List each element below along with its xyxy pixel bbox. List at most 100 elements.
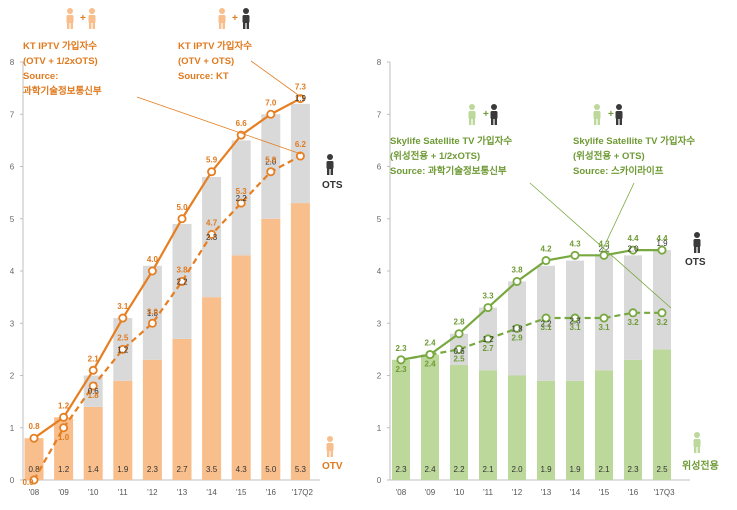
kt-line-point <box>207 167 217 177</box>
person-green-icon-head <box>594 104 600 110</box>
sat-y-tick-label: 4 <box>377 267 382 276</box>
kt-solid-value-label: 2.1 <box>88 354 100 363</box>
sat-ots-value-label: 1.2 <box>482 335 494 344</box>
sat-x-tick-label: '12 <box>512 488 523 497</box>
kt-x-tick-label: '15 <box>236 488 247 497</box>
kt-bar-value-label: 1.2 <box>58 465 70 474</box>
sat-solid-line <box>400 249 662 361</box>
person-dark-icon-body <box>490 111 498 119</box>
kt-y-tick-label: 7 <box>10 110 15 119</box>
kt-bar-otv <box>202 297 222 480</box>
sat-bar-value-label: 1.9 <box>540 465 552 474</box>
sat-line-point <box>454 329 464 339</box>
kt-line-point <box>29 475 39 485</box>
kt-annotation-1-line: KT IPTV 가입자수 <box>23 40 97 52</box>
kt-ots-value-label: 1.8 <box>147 309 159 318</box>
person-orange-icon-leg <box>330 450 333 457</box>
kt-bar-value-label: 0.8 <box>28 465 40 474</box>
kt-bar-ots <box>83 375 103 407</box>
kt-x-tick-label: '16 <box>266 488 277 497</box>
person-green-icon <box>468 104 476 125</box>
person-dark-icon-leg <box>491 118 494 125</box>
sat-dashed-value-label: 2.7 <box>482 344 494 353</box>
person-green-icon-leg <box>597 118 600 125</box>
sat-bar-위성전용 <box>566 380 584 480</box>
person-green-icon-leg <box>469 118 472 125</box>
kt-solid-value-label: 5.0 <box>176 203 188 212</box>
sat-solid-value-label: 3.3 <box>482 292 494 301</box>
kt-ots-value-label: 2.0 <box>265 157 277 166</box>
sat-bar-위성전용 <box>653 349 671 480</box>
person-orange-icon <box>66 8 74 29</box>
kt-line-point <box>266 167 276 177</box>
kt-dashed-value-label: 1.8 <box>88 391 100 400</box>
sat-ots-value-label: 0.6 <box>453 347 465 356</box>
kt-line-point <box>207 229 217 239</box>
sat-bar-value-label: 2.1 <box>482 465 494 474</box>
sat-dashed-value-label: 3.2 <box>656 318 668 327</box>
sat-ots-value-label: 1.9 <box>656 239 668 248</box>
person-green-icon-leg <box>472 118 475 125</box>
kt-x-tick-label: '10 <box>88 488 99 497</box>
kt-line-point <box>295 151 305 161</box>
person-green-icon <box>693 432 701 453</box>
sat-x-tick-label: '11 <box>483 488 493 497</box>
sat-solid-value-label: 2.3 <box>395 344 407 353</box>
person-dark-icon-leg <box>697 246 700 253</box>
kt-ots-value-label: 2.3 <box>206 233 218 242</box>
sat-y-tick-label: 0 <box>377 476 382 485</box>
kt-bar-otv <box>54 417 74 480</box>
sat-line-point <box>570 313 580 323</box>
kt-x-tick-label: '17Q2 <box>292 488 314 497</box>
sat-solid-value-label: 4.2 <box>540 245 552 254</box>
kt-bar-ots <box>261 114 281 219</box>
sat-line-point <box>628 308 638 318</box>
sat-x-tick-label: '14 <box>570 488 581 497</box>
kt-line-point <box>59 412 69 422</box>
sat-line-point <box>657 308 667 318</box>
sat-dashed-value-label: 2.4 <box>424 360 436 369</box>
sat-x-tick-label: '15 <box>599 488 610 497</box>
sat-bar-위성전용 <box>392 359 410 480</box>
sat-annotation-1-line: Skylife Satellite TV 가입자수 <box>390 135 512 147</box>
kt-line-point <box>177 214 187 224</box>
sat-bar-위성전용 <box>595 370 613 480</box>
person-green-icon-head <box>469 104 475 110</box>
person-orange-icon <box>218 8 226 29</box>
kt-solid-value-label: 1.2 <box>58 401 70 410</box>
person-orange-icon-body <box>66 15 74 23</box>
sat-solid-value-label: 2.8 <box>453 318 465 327</box>
plus-sign: + <box>232 13 238 24</box>
sat-dashed-line <box>400 311 662 361</box>
sat-dashed-value-label: 2.5 <box>453 354 465 363</box>
kt-dashed-value-label: 5.3 <box>236 187 248 196</box>
kt-ots-value-label: 2.2 <box>236 194 248 203</box>
sat-solid-value-label: 2.4 <box>424 339 436 348</box>
sat-solid-value-label: 4.3 <box>598 239 610 248</box>
kt-dashed-value-label: 4.7 <box>206 218 218 227</box>
sat-line-point <box>483 334 493 344</box>
person-dark-icon-leg <box>246 22 249 29</box>
sat-bar-ots <box>537 265 555 381</box>
sat-bar-위성전용 <box>479 370 497 480</box>
person-orange-icon-body <box>218 15 226 23</box>
kt-bar-otv <box>261 218 281 480</box>
sat-y-tick-label: 6 <box>377 163 382 172</box>
sat-annotation-2-line: Skylife Satellite TV 가입자수 <box>573 135 695 147</box>
sat-y-tick-label: 5 <box>377 215 382 224</box>
sat-annotation-1-line: Source: 과학기술정보통신부 <box>390 165 507 177</box>
kt-bar-value-label: 1.4 <box>88 465 100 474</box>
sat-line-point <box>454 344 464 354</box>
kt-line-point <box>236 130 246 140</box>
kt-bar-otv <box>290 203 310 480</box>
kt-bar-otv <box>231 255 251 480</box>
sat-ots-value-label: 2.3 <box>569 317 581 326</box>
sat-y-tick-label: 1 <box>377 424 382 433</box>
sat-line-point <box>628 245 638 255</box>
person-orange-icon <box>88 8 96 29</box>
kt-bar-value-label: 4.3 <box>236 465 248 474</box>
kt-y-tick-label: 2 <box>10 372 15 381</box>
sat-bar-value-label: 1.9 <box>569 465 581 474</box>
